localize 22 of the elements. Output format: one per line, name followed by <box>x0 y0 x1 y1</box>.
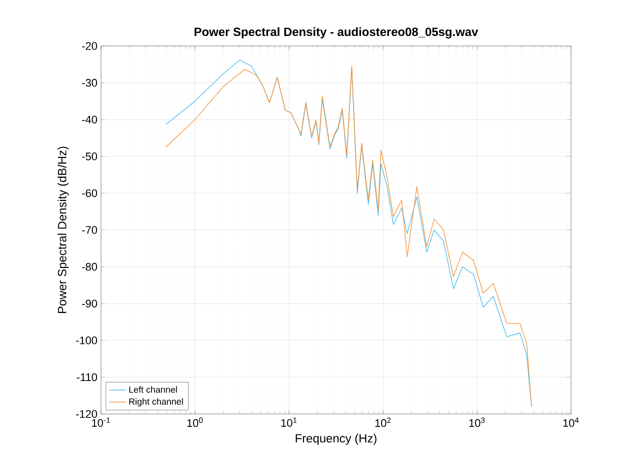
y-tick-label: -90 <box>82 300 98 308</box>
legend-label: Left channel <box>129 386 177 393</box>
legend-label: Right channel <box>129 398 183 406</box>
y-tick-label: -80 <box>82 262 98 271</box>
y-tick-label: -20 <box>82 42 98 50</box>
y-tick-label: -40 <box>82 116 98 124</box>
y-tick-label: -100 <box>76 336 98 344</box>
x-tick-label: 10$^{4}$ <box>563 418 579 427</box>
y-tick-label: -60 <box>82 189 98 198</box>
x-tick-label: 10$^{0}$ <box>187 418 203 427</box>
x-tick-label: 10$^{3}$ <box>469 418 485 427</box>
y-tick-label: -30 <box>82 78 98 87</box>
y-tick-label: -110 <box>76 373 98 382</box>
x-tick-label: 10$^{-1}$ <box>92 418 110 427</box>
x-tick-label: 10$^{2}$ <box>375 418 391 427</box>
x-tick-label: 10$^{1}$ <box>281 418 297 427</box>
y-tick-label: -120 <box>76 410 98 418</box>
y-tick-label: -70 <box>82 226 98 234</box>
y-axis-title: Power Spectral Density (dB/Hz) <box>58 146 69 314</box>
chart-title: Power Spectral Density - audiostereo08_05sg.wav <box>194 27 478 38</box>
x-axis-title: Frequency (Hz) <box>296 434 376 445</box>
y-tick-label: -50 <box>82 152 98 160</box>
